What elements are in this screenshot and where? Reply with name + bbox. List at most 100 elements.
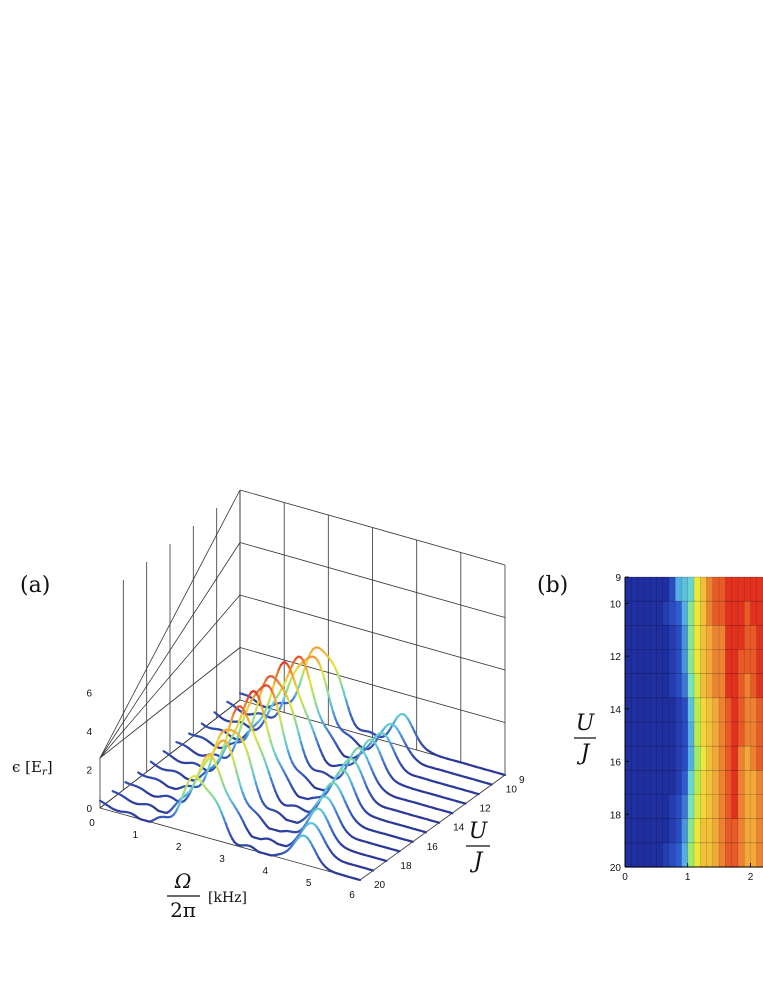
panel-a-x-label-unit: [kHz] — [208, 890, 247, 906]
heatmap-cell — [637, 770, 645, 796]
heatmap-cell — [694, 577, 701, 602]
grid-line — [239, 542, 506, 618]
heatmap-cell — [631, 842, 639, 868]
heatmap-cell — [756, 818, 763, 844]
heatmap-cell — [712, 697, 720, 723]
heatmap-cell — [631, 673, 639, 699]
x-tick-label: 4 — [263, 866, 269, 877]
heatmap-cell — [706, 794, 714, 820]
heatmap-cell — [694, 673, 701, 699]
heatmap-cell — [662, 794, 670, 820]
heatmap-cell — [681, 577, 689, 602]
heatmap-cell — [719, 625, 726, 651]
ridge-segment — [237, 777, 242, 788]
ridge-segment — [323, 677, 328, 689]
heatmap-cell — [625, 697, 632, 723]
heatmap-cell — [731, 842, 739, 868]
ridge-segment — [321, 669, 326, 680]
heatmap-cell — [681, 649, 689, 675]
heatmap-cell — [687, 673, 695, 699]
heatmap-cell — [725, 577, 733, 602]
y-tick-label: 10 — [506, 785, 518, 796]
heatmap-cell — [687, 577, 695, 602]
heatmap-cell — [737, 842, 745, 868]
heatmap-cell — [631, 722, 639, 747]
heatmap-cell — [625, 625, 632, 651]
heatmap-y-tick-label: 9 — [615, 573, 621, 584]
heatmap-cell — [694, 722, 701, 747]
x-tick-label: 5 — [306, 878, 312, 889]
panel-b-heatmap — [624, 576, 763, 868]
ridge-segment — [344, 698, 350, 709]
heatmap-cell — [700, 842, 708, 868]
floor-edge — [359, 774, 506, 881]
heatmap-cell — [731, 722, 739, 747]
heatmap-cell — [706, 649, 714, 675]
heatmap-cell — [706, 746, 714, 771]
heatmap-cell — [712, 842, 720, 868]
heatmap-cell — [694, 794, 701, 820]
heatmap-cell — [650, 722, 657, 747]
x-tick-label: 1 — [133, 830, 139, 841]
heatmap-cell — [750, 746, 758, 771]
heatmap-cell — [725, 601, 733, 626]
heatmap-cell — [681, 842, 689, 868]
z-tick-label: 6 — [86, 689, 92, 700]
heatmap-cell — [687, 842, 695, 868]
heatmap-cell — [750, 842, 758, 868]
ridge-segment — [369, 868, 375, 872]
ridge-segment — [267, 770, 272, 780]
heatmap-cell — [725, 722, 733, 747]
heatmap-cell — [737, 673, 745, 699]
grid-line — [239, 594, 506, 671]
heatmap-cell — [731, 649, 739, 675]
heatmap-cell — [712, 649, 720, 675]
heatmap-cell — [694, 625, 701, 651]
ridge-segment — [278, 713, 283, 726]
ridge-segment — [228, 747, 234, 757]
heatmap-cell — [731, 794, 739, 820]
heatmap-cell — [650, 818, 657, 844]
heatmap-cell — [637, 577, 645, 602]
heatmap-cell — [725, 842, 733, 868]
heatmap-cell — [750, 601, 758, 626]
heatmap-cell — [650, 649, 657, 675]
heatmap-cell — [700, 625, 708, 651]
ridge-segment — [221, 741, 227, 751]
heatmap-cell — [668, 625, 676, 651]
ridge-segment — [280, 723, 285, 736]
ridge-segment — [338, 677, 343, 687]
heatmap-cell — [750, 722, 758, 747]
heatmap-cell — [675, 794, 683, 820]
heatmap-cell — [744, 818, 752, 844]
heatmap-cell — [756, 794, 763, 820]
heatmap-cell — [656, 842, 664, 868]
heatmap-cell — [625, 842, 632, 868]
heatmap-cell — [712, 673, 720, 699]
x-tick-label: 2 — [176, 842, 182, 853]
heatmap-cell — [668, 577, 676, 602]
heatmap-cell — [706, 722, 714, 747]
ridge-segment — [206, 762, 212, 772]
heatmap-cell — [694, 842, 701, 868]
y-tick-label: 14 — [453, 823, 465, 834]
ridge-segment — [435, 820, 441, 824]
heatmap-cell — [719, 673, 726, 699]
heatmap-cell — [756, 842, 763, 868]
heatmap-cell — [756, 625, 763, 651]
heatmap-cell — [725, 746, 733, 771]
heatmap-cell — [744, 577, 752, 602]
heatmap-cell — [625, 794, 632, 820]
y-tick-label: 12 — [480, 804, 492, 815]
grid-line — [99, 647, 241, 759]
heatmap-cell — [687, 818, 695, 844]
heatmap-cell — [625, 649, 632, 675]
heatmap-cell — [650, 842, 657, 868]
ridge-segment — [230, 753, 236, 764]
heatmap-cell — [750, 673, 758, 699]
ridge-segment — [266, 697, 271, 707]
heatmap-cell — [712, 770, 720, 796]
heatmap-y-tick-label: 18 — [610, 810, 622, 821]
heatmap-cell — [643, 649, 651, 675]
heatmap-cell — [631, 818, 639, 844]
